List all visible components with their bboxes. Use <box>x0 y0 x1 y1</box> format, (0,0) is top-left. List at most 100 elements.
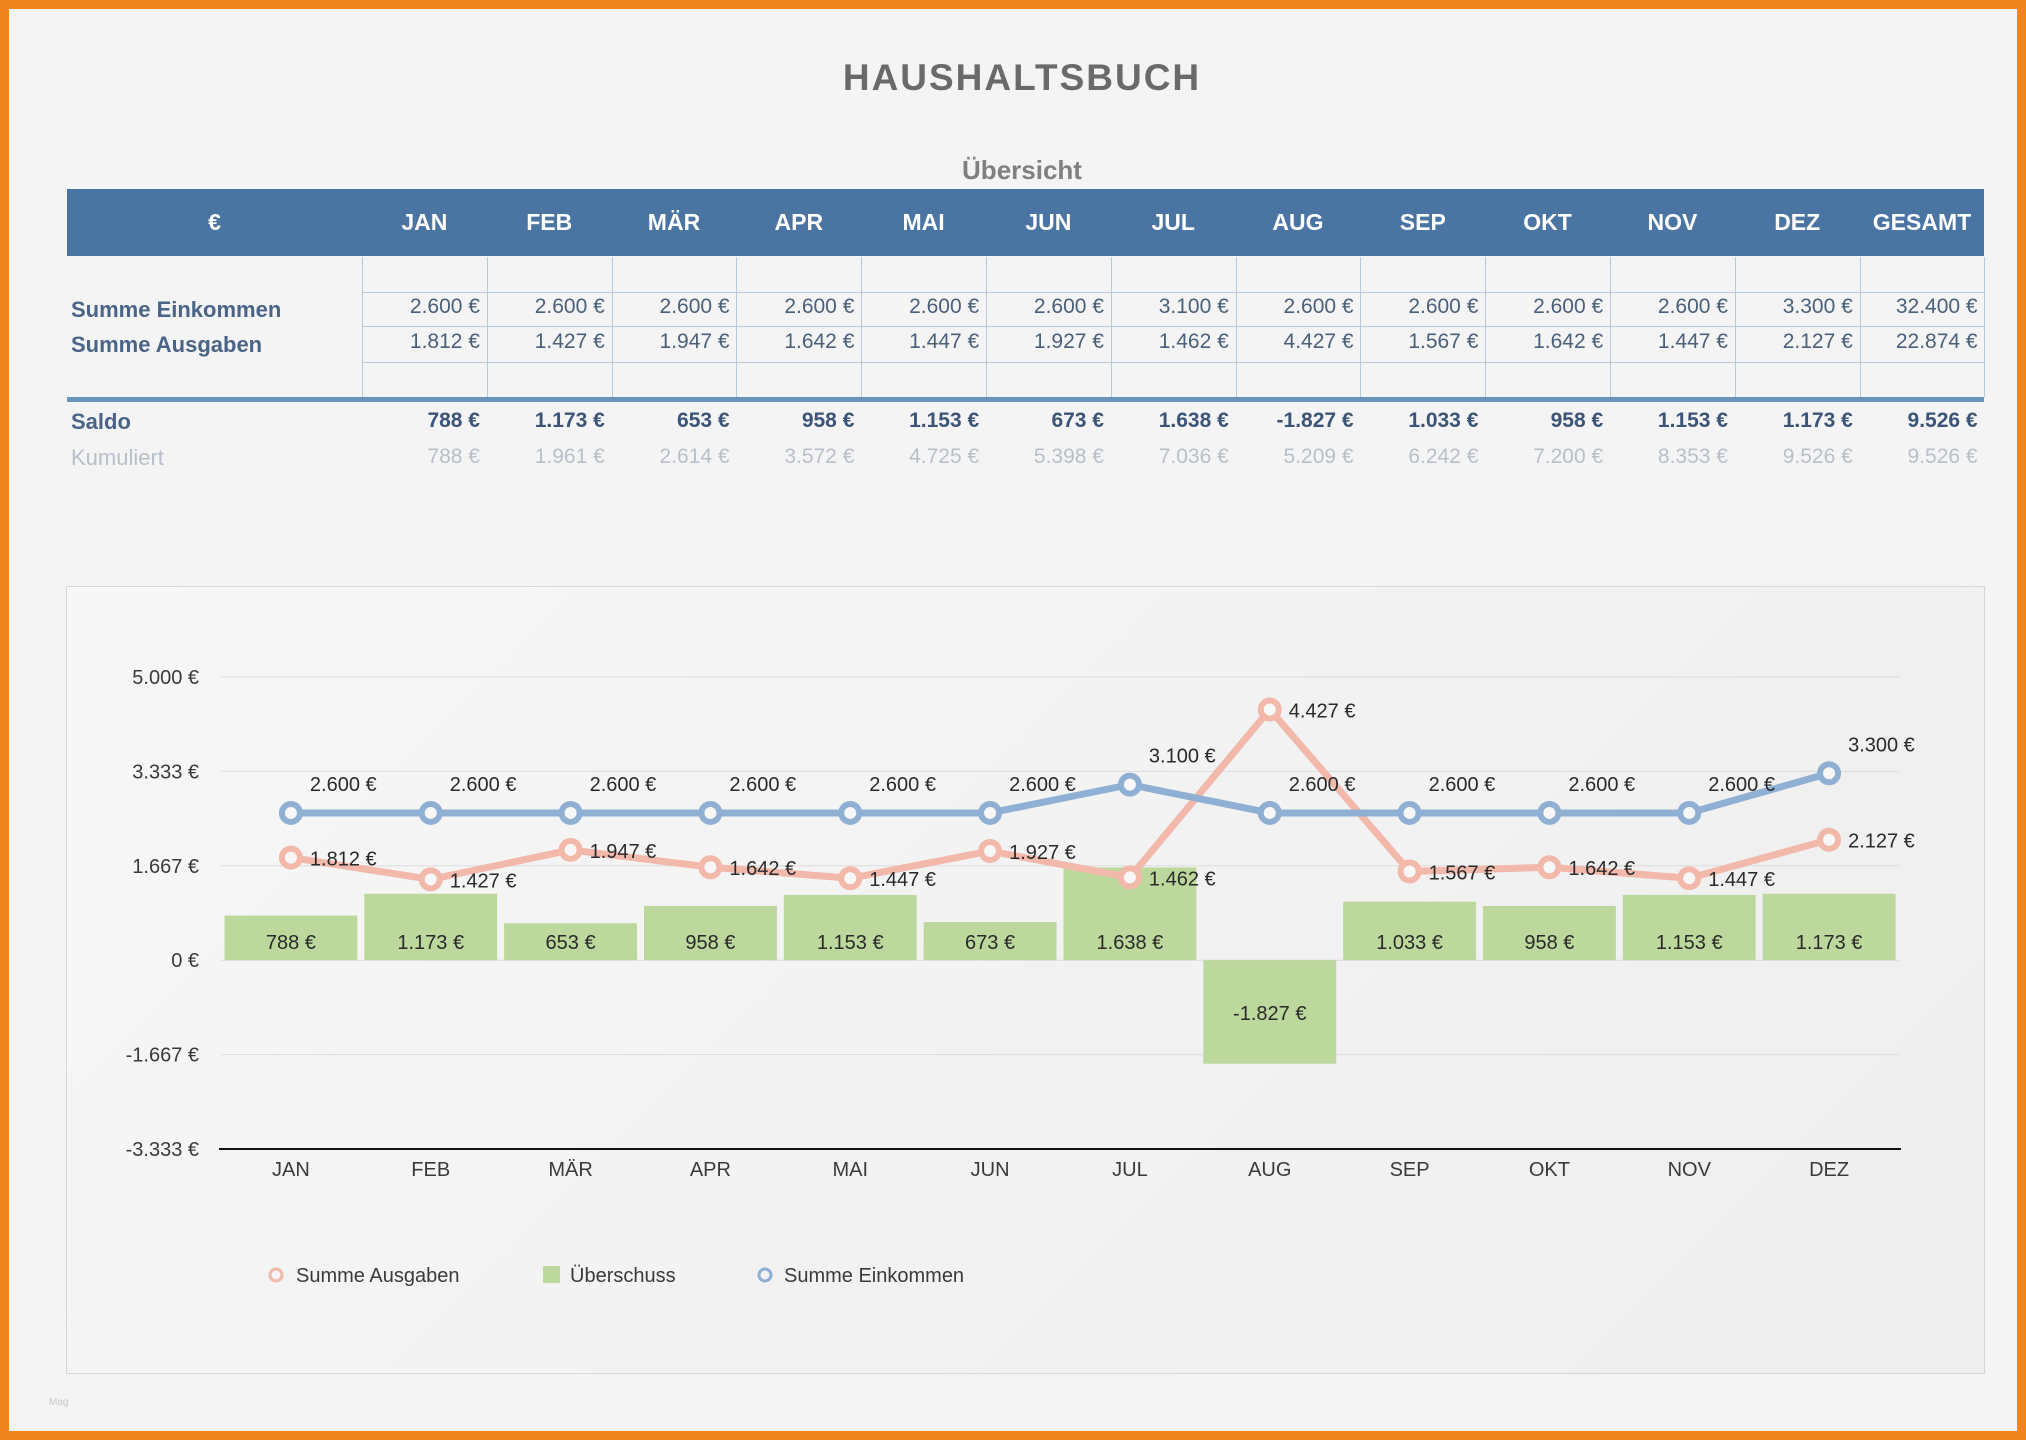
table-grid-vline <box>1360 257 1362 397</box>
table-grid-vline <box>1984 257 1986 397</box>
expenses-marker <box>978 839 1003 864</box>
income-marker <box>1817 761 1842 786</box>
income-value: 2.600 € <box>1657 295 1728 318</box>
header-month: JUL <box>1151 209 1195 235</box>
x-tick-label: FEB <box>411 1159 450 1181</box>
x-tick-label: OKT <box>1529 1159 1570 1181</box>
saldo-value: 1.153 € <box>1657 409 1728 432</box>
expenses-marker <box>698 855 723 880</box>
income-value: 2.600 € <box>659 295 730 318</box>
expenses-point-label: 1.462 € <box>1149 868 1216 890</box>
surplus-bar-label: 653 € <box>546 932 596 954</box>
income-point-label: 2.600 € <box>1708 774 1775 796</box>
saldo-value: 1.173 € <box>1782 409 1853 432</box>
income-value: 2.600 € <box>784 295 855 318</box>
header-month: SEP <box>1399 209 1446 235</box>
table-grid-vline <box>736 257 738 397</box>
surplus-bar <box>643 905 777 961</box>
income-value: 2.600 € <box>1408 295 1479 318</box>
expenses-value: 1.447 € <box>1657 330 1728 353</box>
income-point-label: 2.600 € <box>869 774 936 796</box>
saldo-value: 788 € <box>427 409 480 432</box>
saldo-value: 1.033 € <box>1408 409 1479 432</box>
expenses-point-label: 1.927 € <box>1009 842 1076 864</box>
income-value: 2.600 € <box>909 295 980 318</box>
expenses-point-label: 1.427 € <box>450 870 517 892</box>
expenses-value: 1.642 € <box>784 330 855 353</box>
legend-surplus-marker <box>543 1266 560 1283</box>
table-grid-vline <box>486 257 488 397</box>
expenses-value: 1.927 € <box>1033 330 1104 353</box>
table-grid-vline <box>861 257 863 397</box>
surplus-bar-label: 1.173 € <box>397 932 464 954</box>
cumulative-value: 9.526 € <box>1907 445 1978 468</box>
surplus-bar <box>923 922 1057 961</box>
x-tick-label: AUG <box>1248 1159 1291 1181</box>
income-point-label: 2.600 € <box>1009 774 1076 796</box>
table-grid-vline <box>1859 257 1861 397</box>
x-tick-label: JUL <box>1112 1159 1148 1181</box>
header-month: MÄR <box>647 209 701 235</box>
x-tick-label: MAI <box>832 1159 868 1181</box>
x-tick-label: DEZ <box>1809 1159 1849 1181</box>
row-label-expenses: Summe Ausgaben <box>71 332 263 357</box>
income-value: 2.600 € <box>1283 295 1354 318</box>
income-marker <box>838 800 863 825</box>
expenses-marker <box>1537 855 1562 880</box>
surplus-bar-label: 958 € <box>1524 932 1574 954</box>
cumulative-value: 788 € <box>427 445 480 468</box>
expenses-marker <box>1817 827 1842 852</box>
header-month: NOV <box>1647 209 1698 235</box>
x-tick-label: JUN <box>971 1159 1010 1181</box>
surplus-bar <box>1343 901 1477 961</box>
table-grid-band-empty <box>362 362 1984 397</box>
income-marker <box>1257 800 1282 825</box>
cumulative-value: 7.036 € <box>1158 445 1229 468</box>
surplus-bar-label: 1.638 € <box>1097 932 1164 954</box>
surplus-bar <box>783 894 917 961</box>
table-grid-vline <box>986 257 987 397</box>
expenses-point-label: 1.642 € <box>729 858 796 880</box>
expenses-value: 1.812 € <box>409 330 480 353</box>
y-tick-label: 5.000 € <box>132 667 199 689</box>
surplus-bar-label: 1.033 € <box>1376 932 1443 954</box>
surplus-bar <box>364 893 498 961</box>
income-marker <box>278 800 303 825</box>
expenses-point-label: 1.447 € <box>1708 869 1775 891</box>
expenses-value: 1.947 € <box>659 330 730 353</box>
x-tick-label: MÄR <box>548 1159 592 1181</box>
legend-income-marker <box>757 1267 773 1283</box>
cumulative-value: 5.398 € <box>1033 445 1104 468</box>
surplus-bar-label: 1.173 € <box>1796 932 1863 954</box>
surplus-bar <box>224 915 358 961</box>
y-tick-label: -1.667 € <box>126 1045 199 1067</box>
expenses-value: 2.127 € <box>1782 330 1853 353</box>
cumulative-value: 2.614 € <box>659 445 730 468</box>
saldo-value: 673 € <box>1051 409 1104 432</box>
saldo-separator <box>67 397 1984 402</box>
row-label-income: Summe Einkommen <box>71 297 282 322</box>
income-point-label: 2.600 € <box>450 774 517 796</box>
income-marker <box>1537 800 1562 825</box>
cumulative-value: 3.572 € <box>784 445 855 468</box>
expenses-marker <box>278 845 303 870</box>
expenses-value: 4.427 € <box>1283 330 1354 353</box>
table-header: € JAN FEB MÄR APR MAI JUN JUL AUG SEP OKT NOV DEZ GES… <box>67 189 1984 256</box>
income-marker <box>418 800 443 825</box>
header-month: JAN <box>401 209 448 235</box>
surplus-bar <box>1622 894 1756 961</box>
surplus-bar <box>504 923 638 961</box>
income-point-label: 2.600 € <box>590 774 657 796</box>
income-value: 2.600 € <box>1533 295 1604 318</box>
saldo-value: 9.526 € <box>1907 409 1978 432</box>
saldo-value: 1.638 € <box>1158 409 1229 432</box>
saldo-value: 958 € <box>1550 409 1604 432</box>
x-tick-label: APR <box>690 1159 731 1181</box>
saldo-value: 958 € <box>801 409 855 432</box>
income-point-label: 3.300 € <box>1848 734 1915 756</box>
header-total: GESAMT <box>1872 209 1972 235</box>
section-title: Übersicht <box>962 155 1082 185</box>
cumulative-value: 4.725 € <box>909 445 980 468</box>
header-month: JUN <box>1025 209 1072 235</box>
